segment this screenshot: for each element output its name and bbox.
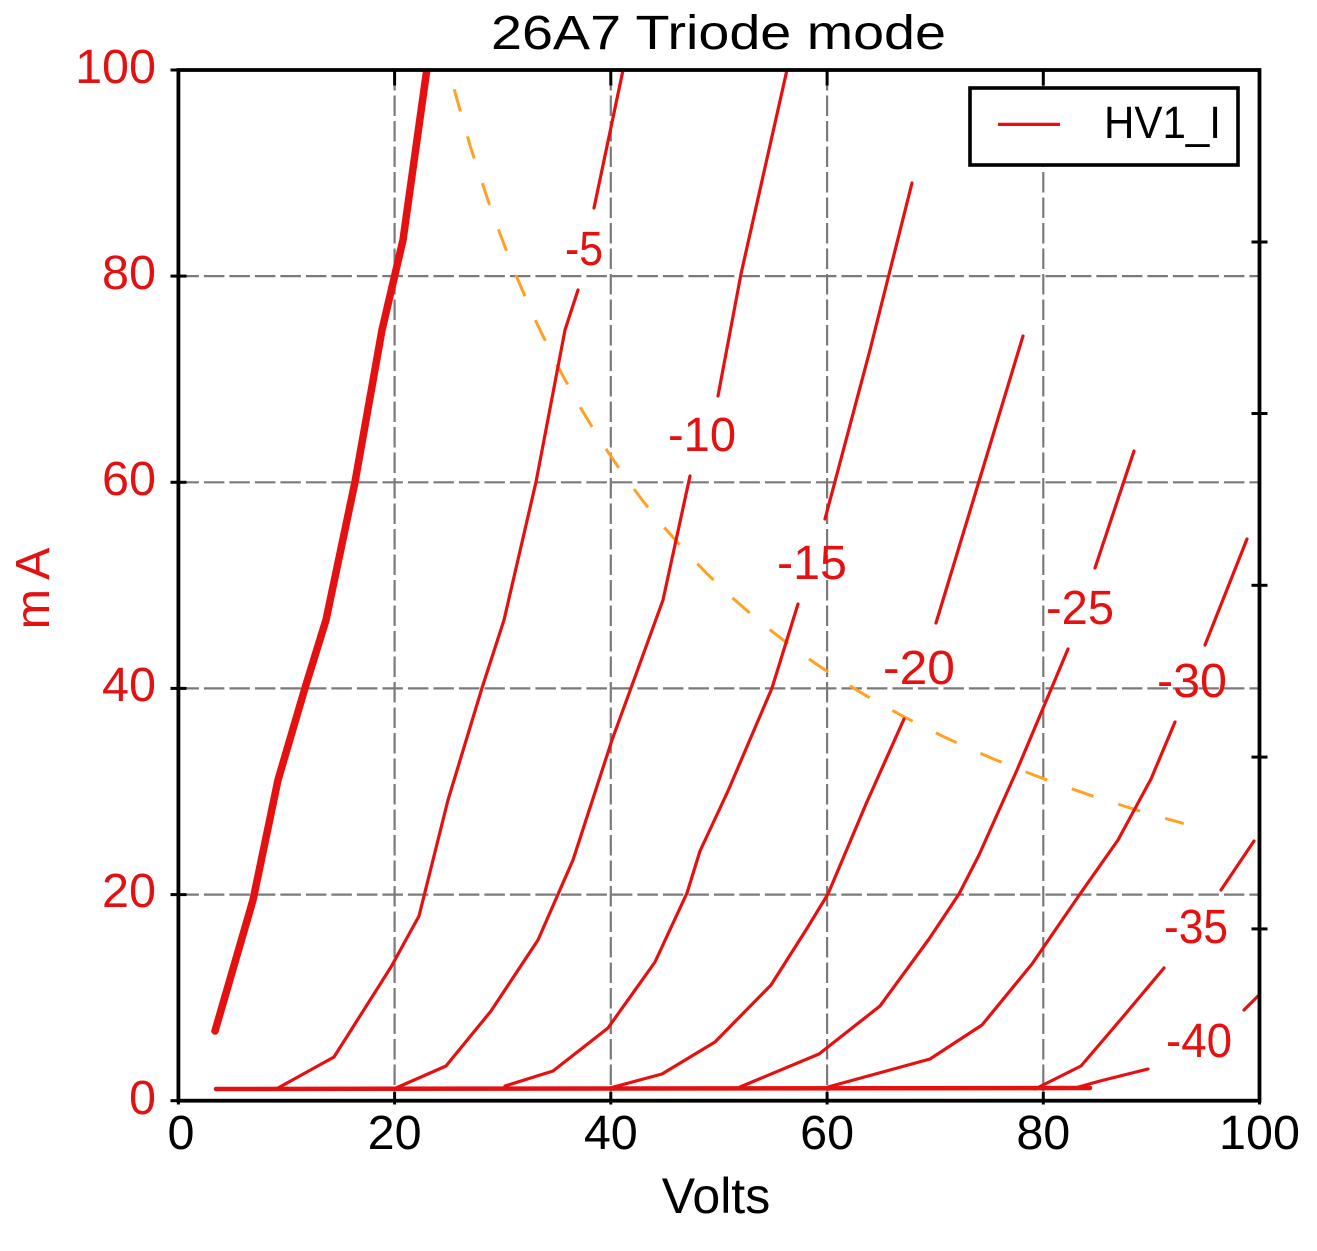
svg-text:80: 80 [1016,1106,1070,1160]
svg-text:HV1_I: HV1_I [1104,97,1221,148]
svg-text:-30: -30 [1157,654,1227,708]
svg-text:60: 60 [102,452,156,506]
svg-text:0: 0 [168,1106,195,1160]
svg-text:100: 100 [1219,1106,1300,1160]
svg-text:-20: -20 [883,641,955,695]
svg-text:60: 60 [800,1106,854,1160]
svg-text:20: 20 [102,864,156,918]
svg-text:80: 80 [102,246,156,300]
svg-text:-10: -10 [668,408,736,462]
svg-text:-5: -5 [565,222,603,276]
svg-text:Volts: Volts [662,1168,770,1224]
svg-text:-35: -35 [1164,900,1228,954]
svg-text:0: 0 [129,1071,156,1125]
svg-text:26A7 Triode mode: 26A7 Triode mode [491,6,946,60]
svg-text:-15: -15 [777,536,847,590]
svg-text:100: 100 [75,40,156,94]
svg-text:mA: mA [6,539,60,630]
svg-text:40: 40 [102,658,156,712]
svg-text:20: 20 [368,1106,422,1160]
svg-text:-40: -40 [1166,1014,1232,1068]
svg-text:-25: -25 [1046,581,1114,635]
svg-text:40: 40 [584,1106,638,1160]
